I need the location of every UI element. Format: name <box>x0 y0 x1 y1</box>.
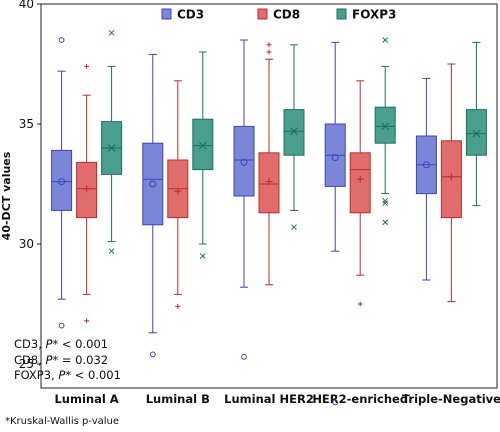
stat-value: * < 0.001 <box>65 368 121 382</box>
x-category-label: Luminal A <box>54 392 118 406</box>
mean-marker <box>290 127 298 136</box>
y-tick-label: 40 <box>19 0 34 11</box>
plot-frame <box>40 3 498 389</box>
outlier-point <box>149 351 156 358</box>
mean-marker <box>174 187 182 195</box>
outlier-point <box>58 322 65 329</box>
outlier-point <box>266 42 272 48</box>
outlier-point <box>84 63 90 69</box>
box-foxp3 <box>465 109 487 156</box>
statistics-block: CD3, P* < 0.001 CD8, P* = 0.032 FOXP3, P… <box>14 337 121 384</box>
stat-row-cd8: CD8, P* = 0.032 <box>14 353 121 369</box>
stat-p-symbol: P <box>58 368 66 382</box>
mean-marker <box>472 129 481 138</box>
y-tick-label: 35 <box>19 117 34 131</box>
outlier-point <box>266 49 272 55</box>
mean-marker <box>107 144 116 152</box>
legend-swatch-cd3 <box>161 8 172 20</box>
mean-marker <box>381 122 390 131</box>
outlier-point <box>382 200 389 207</box>
mean-marker <box>422 161 430 169</box>
outlier-point <box>291 224 297 231</box>
stat-value: * = 0.032 <box>52 352 109 367</box>
legend-label-cd8: CD8 <box>273 8 300 22</box>
mean-marker <box>58 178 66 186</box>
stat-marker: CD8, <box>14 352 46 367</box>
box-cd3 <box>51 149 73 211</box>
mean-marker <box>240 158 248 166</box>
x-category-label: HER2-enriched <box>312 392 408 406</box>
legend-label-foxp3: FOXP3 <box>352 8 396 22</box>
x-category-label: Luminal HER2 <box>224 392 314 406</box>
mean-marker <box>149 180 157 188</box>
mean-marker <box>447 173 455 181</box>
x-category-label: Luminal B <box>146 392 210 406</box>
stat-value: * < 0.001 <box>52 337 109 351</box>
outlier-point <box>58 37 65 43</box>
stat-row-foxp3: FOXP3, P* < 0.001 <box>14 368 121 384</box>
outlier-point <box>382 219 389 226</box>
outlier-point <box>108 29 115 36</box>
stat-marker: FOXP3, <box>14 368 59 382</box>
mean-marker <box>83 185 91 193</box>
outlier-point <box>84 318 90 324</box>
box-cd3 <box>233 125 255 197</box>
outlier-point <box>382 197 389 204</box>
stat-p-symbol: P <box>45 337 53 351</box>
y-tick-label: 25 <box>19 357 34 371</box>
y-tick-label: 30 <box>19 237 34 251</box>
footnote: *Kruskal-Wallis p-value <box>5 416 120 427</box>
x-category-label: Triple-Negative <box>402 392 500 406</box>
box-foxp3 <box>374 106 396 144</box>
stat-p-symbol: P <box>45 352 53 367</box>
outlier-point <box>332 399 339 406</box>
legend-label-cd3: CD3 <box>177 8 204 22</box>
outlier-point <box>199 253 206 259</box>
outlier-point <box>241 353 247 360</box>
stat-marker: CD3, <box>14 337 46 351</box>
mean-marker <box>356 175 364 183</box>
outlier-point <box>108 248 115 255</box>
mean-marker <box>265 178 273 186</box>
box-foxp3 <box>192 118 214 171</box>
box-cd8 <box>349 152 371 214</box>
legend-swatch-foxp3 <box>336 8 347 20</box>
legend-swatch-cd8 <box>257 8 268 20</box>
y-axis-label: 40-DCT values <box>0 151 13 240</box>
outlier-point <box>175 303 181 309</box>
mean-marker <box>331 154 339 162</box>
mean-marker <box>198 141 207 150</box>
box-foxp3 <box>283 109 305 156</box>
outlier-point <box>357 301 363 307</box>
stat-row-cd3: CD3, P* < 0.001 <box>14 337 121 353</box>
box-cd3 <box>142 142 164 226</box>
outlier-point <box>382 37 389 43</box>
